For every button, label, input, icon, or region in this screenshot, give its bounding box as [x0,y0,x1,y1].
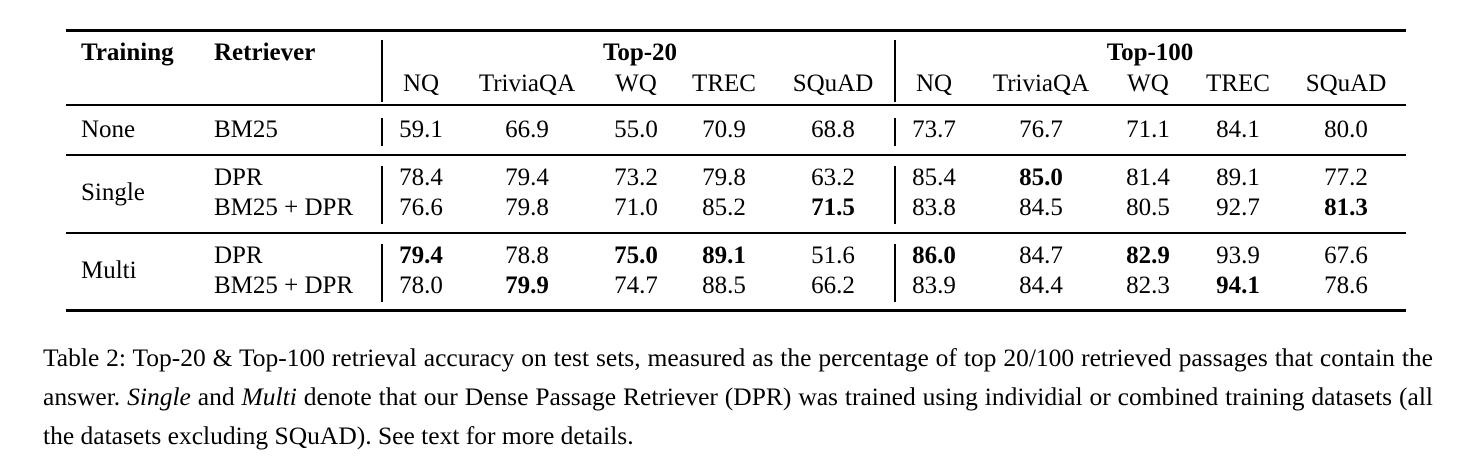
score-cell: 84.4 [1019,272,1063,299]
score-cell: 71.5 [811,194,855,221]
header-retriever: Retriever [214,39,316,66]
header-rule [66,104,1406,106]
top-rule [66,29,1406,32]
score-cell: 89.1 [1216,164,1260,191]
score-cell: 76.7 [1019,116,1063,143]
header-training: Training [81,39,174,66]
score-cell: 77.2 [1324,164,1368,191]
score-cell: 71.0 [614,194,658,221]
score-cell: 85.0 [1019,164,1063,191]
training-label: Multi [81,257,137,284]
header-top20-wq: WQ [615,70,657,97]
score-cell: 80.5 [1126,194,1170,221]
divider-line [894,166,896,224]
score-cell: 80.0 [1324,116,1368,143]
header-top20: Top-20 [602,39,678,66]
caption-text: Table 2: Top-20 & Top-100 retrieval accu… [43,343,1433,411]
score-cell: 79.4 [505,164,549,191]
retriever-label: BM25 [214,116,278,143]
score-cell: 78.8 [505,242,549,269]
score-cell: 78.6 [1324,272,1368,299]
bottom-rule [66,309,1406,312]
retriever-label: BM25 + DPR [214,272,354,299]
header-top20-trec: TREC [692,70,756,97]
group-rule-2 [66,232,1406,234]
training-label: None [81,116,136,143]
score-cell: 63.2 [811,164,855,191]
divider-line [381,244,383,302]
score-cell: 89.1 [702,242,746,269]
divider-line [894,118,896,146]
header-top100-nq: NQ [915,70,953,97]
score-cell: 81.4 [1126,164,1170,191]
retriever-label: DPR [214,164,263,191]
score-cell: 55.0 [614,116,658,143]
retriever-label: BM25 + DPR [214,194,354,221]
score-cell: 78.0 [399,272,443,299]
score-cell: 66.2 [811,272,855,299]
score-cell: 81.3 [1324,194,1368,221]
divider-line [381,118,383,146]
header-top100-wq: WQ [1127,70,1169,97]
training-label: Single [81,179,145,206]
score-cell: 70.9 [702,116,746,143]
score-cell: 73.2 [614,164,658,191]
header-top20-nq: NQ [402,70,440,97]
header-top100: Top-100 [1106,39,1194,66]
header-top100-trec: TREC [1206,70,1270,97]
score-cell: 73.7 [912,116,956,143]
caption-multi: Multi [241,382,297,411]
score-cell: 84.7 [1019,242,1063,269]
score-cell: 51.6 [811,242,855,269]
score-cell: 59.1 [399,116,443,143]
divider-line [894,244,896,302]
score-cell: 93.9 [1216,242,1260,269]
retriever-label: DPR [214,242,263,269]
score-cell: 78.4 [399,164,443,191]
score-cell: 67.6 [1324,242,1368,269]
score-cell: 84.1 [1216,116,1260,143]
score-cell: 76.6 [399,194,443,221]
score-cell: 74.7 [614,272,658,299]
caption-text: denote that our Dense Passage Retriever … [43,382,1433,450]
caption-text: and [190,382,242,411]
score-cell: 82.3 [1126,272,1170,299]
divider-line [381,166,383,224]
score-cell: 84.5 [1019,194,1063,221]
score-cell: 79.9 [505,272,549,299]
header-top100-triviaqa: TriviaQA [992,70,1090,97]
score-cell: 94.1 [1216,272,1260,299]
score-cell: 85.4 [912,164,956,191]
score-cell: 88.5 [702,272,746,299]
score-cell: 71.1 [1126,116,1170,143]
score-cell: 68.8 [811,116,855,143]
table-caption: Table 2: Top-20 & Top-100 retrieval accu… [43,338,1433,455]
divider-line [381,40,383,102]
score-cell: 82.9 [1126,242,1170,269]
caption-single: Single [127,382,191,411]
divider-line [894,40,896,102]
score-cell: 85.2 [702,194,746,221]
score-cell: 92.7 [1216,194,1260,221]
header-top20-triviaqa: TriviaQA [478,70,576,97]
score-cell: 66.9 [505,116,549,143]
group-rule-1 [66,154,1406,156]
score-cell: 79.4 [399,242,443,269]
header-top100-squad: SQuAD [1305,70,1387,97]
score-cell: 79.8 [505,194,549,221]
header-top20-squad: SQuAD [792,70,874,97]
score-cell: 75.0 [614,242,658,269]
score-cell: 83.9 [912,272,956,299]
score-cell: 79.8 [702,164,746,191]
score-cell: 86.0 [912,242,956,269]
score-cell: 83.8 [912,194,956,221]
